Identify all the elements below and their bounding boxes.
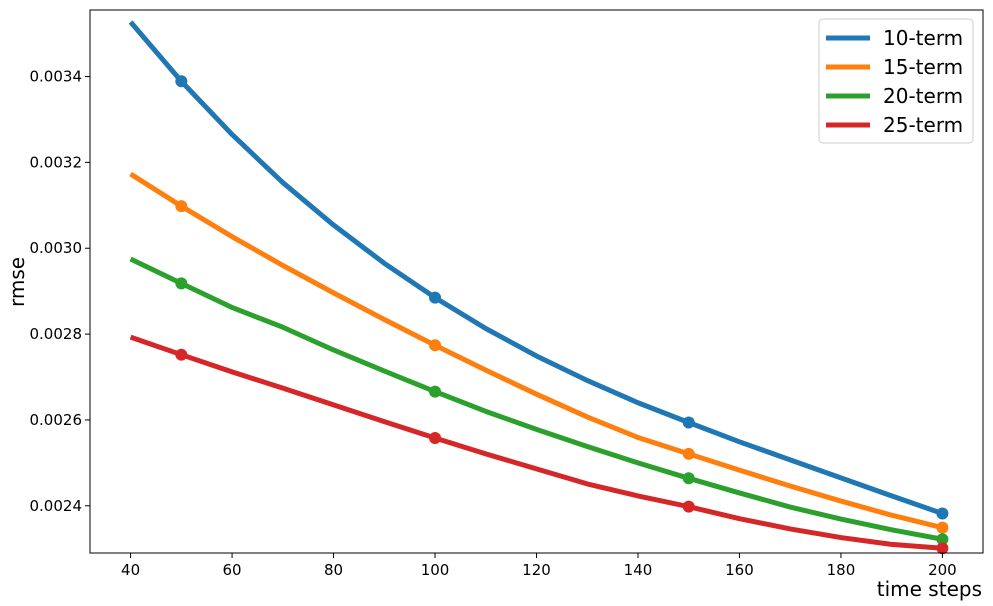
y-tick-label: 0.0026 xyxy=(30,411,83,429)
x-tick-label: 60 xyxy=(223,561,242,579)
series-line-15-term xyxy=(129,171,944,531)
data-point-10-term-200 xyxy=(936,507,949,520)
x-axis-label: time steps xyxy=(877,577,982,601)
legend-box xyxy=(818,18,974,144)
data-point-25-term-150 xyxy=(682,500,695,513)
x-tick-label: 120 xyxy=(522,561,551,579)
y-tick-label: 0.0034 xyxy=(30,68,83,86)
legend: 10-term 15-term 20-term 25-term xyxy=(818,18,974,144)
x-tick-label: 200 xyxy=(928,561,957,579)
data-point-15-term-50 xyxy=(175,200,188,213)
data-point-20-term-200 xyxy=(936,533,949,546)
data-point-10-term-50 xyxy=(175,75,188,88)
data-point-20-term-150 xyxy=(682,472,695,485)
data-point-25-term-200 xyxy=(936,542,949,555)
series-markers xyxy=(175,75,949,555)
data-point-15-term-200 xyxy=(936,521,949,534)
y-tick-label: 0.0028 xyxy=(30,325,83,343)
data-point-15-term-150 xyxy=(682,447,695,460)
series-line-25-term xyxy=(129,334,943,551)
y-axis-label: rmse xyxy=(5,257,29,307)
x-axis-ticks: 40 60 80 100 120 140 160 180 200 xyxy=(121,553,957,579)
series-lines xyxy=(128,20,944,551)
data-point-20-term-100 xyxy=(429,385,442,398)
x-tick-label: 140 xyxy=(624,561,653,579)
data-point-25-term-100 xyxy=(429,431,442,444)
x-tick-label: 80 xyxy=(324,561,343,579)
legend-label-10-term: 10-term xyxy=(883,26,963,50)
x-tick-label: 180 xyxy=(827,561,856,579)
y-axis-ticks: 0.0024 0.0026 0.0028 0.0030 0.0032 0.0034 xyxy=(30,68,90,515)
y-tick-label: 0.0024 xyxy=(30,497,83,515)
series-line-10-term xyxy=(128,20,944,516)
data-point-15-term-100 xyxy=(429,339,442,352)
data-point-10-term-150 xyxy=(682,416,695,429)
data-point-20-term-50 xyxy=(175,277,188,290)
data-point-10-term-100 xyxy=(429,291,442,304)
x-tick-label: 100 xyxy=(421,561,450,579)
series-line-20-term xyxy=(129,256,943,542)
y-tick-label: 0.0032 xyxy=(30,153,83,171)
y-tick-label: 0.0030 xyxy=(30,239,83,257)
x-tick-label: 40 xyxy=(121,561,140,579)
data-point-25-term-50 xyxy=(175,348,188,361)
x-tick-label: 160 xyxy=(725,561,754,579)
legend-items: 10-term 15-term 20-term 25-term xyxy=(826,26,963,137)
legend-label-25-term: 25-term xyxy=(883,113,963,137)
legend-label-15-term: 15-term xyxy=(883,55,963,79)
legend-label-20-term: 20-term xyxy=(883,84,963,108)
